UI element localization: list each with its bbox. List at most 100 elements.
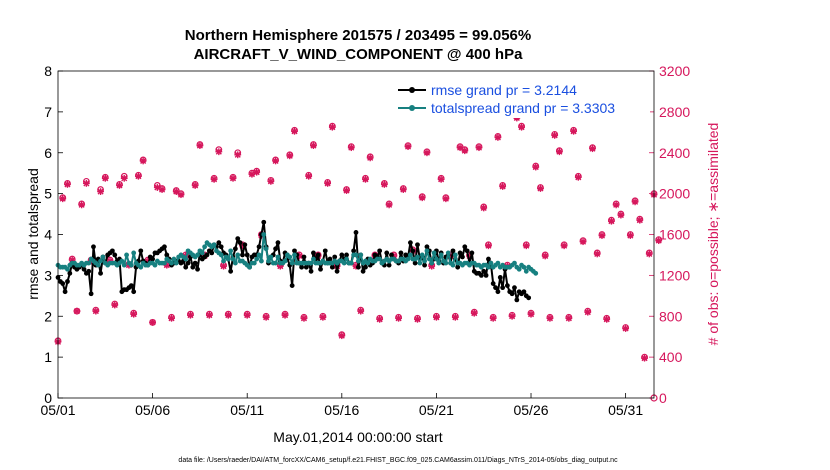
obs-assimilated-point [243,311,251,319]
rmse-point [455,264,461,270]
right-tick-label: 2400 [659,145,690,161]
totalspread-point [268,254,274,260]
obs-assimilated-point [522,242,530,250]
rmse-point [275,240,281,246]
obs-assimilated-point [101,174,109,182]
totalspread-point [289,260,295,266]
totalspread-point [138,264,144,270]
obs-assimilated-point [579,238,587,246]
rmse-point [389,252,394,258]
totalspread-point [488,260,494,266]
obs-assimilated-point [603,315,611,323]
totalspread-point [282,258,288,264]
rmse-point [329,264,335,270]
obs-assimilated-point [111,301,119,309]
rmse-point [216,240,222,246]
obs-assimilated-point [537,185,544,192]
rmse-point [88,291,94,297]
obs-assimilated-point [399,186,407,193]
rmse-point [112,252,118,258]
totalspread-point [452,252,458,258]
rmse-point [218,244,224,250]
obs-assimilated-point [267,177,275,185]
obs-assimilated-point [456,144,464,152]
obs-assimilated-point [59,195,67,203]
totalspread-point [308,260,314,266]
obs-assimilated-point [168,314,175,322]
rmse-point [521,289,527,295]
totalspread-point [121,262,127,268]
obs-assimilated-point [82,180,90,187]
totalspread-point [235,252,241,258]
rmse-point [386,262,392,268]
plot-frame [57,70,655,399]
totalspread-point [355,258,361,264]
obs-assimilated-point [92,307,100,315]
totalspread-point [434,256,439,262]
obs-assimilated-point [508,312,516,320]
totalspread-point [128,262,134,268]
obs-assimilated-point [338,332,346,340]
rmse-point [131,289,137,295]
rmse-point [481,268,487,274]
rmse-point [322,248,328,254]
rmse-point [256,244,262,250]
obs-assimilated-point [262,313,270,321]
totalspread-point [358,252,364,258]
right-tick-label: 400 [659,349,683,365]
obs-assimilated-point [499,183,507,190]
totalspread-point [225,256,231,262]
rmse-point [410,248,416,254]
rmse-point [195,266,200,272]
totalspread-point [353,252,359,258]
totalspread-point [311,256,316,262]
right-tick-label: 800 [659,308,683,324]
rmse-point [415,242,420,248]
totalspread-point [287,254,293,260]
obs-assimilated-point [205,311,213,319]
left-tick-label: 0 [44,390,52,406]
rmse-point [204,252,210,258]
totalspread-point [450,262,456,268]
totalspread-point [438,252,444,258]
obs-assimilated-point [414,315,421,323]
rmse-point [303,264,309,270]
rmse-point [462,244,468,250]
chart-title-line1: Northern Hemisphere 201575 / 203495 = 99… [185,27,531,44]
totalspread-point [431,250,437,256]
obs-assimilated-point [116,182,123,189]
obs-assimilated-point [177,191,185,199]
totalspread-point [119,258,125,264]
totalspread-point [124,252,129,258]
totalspread-point [443,260,449,266]
totalspread-point [98,258,103,264]
totalspread-point [417,260,423,266]
rmse-point [273,246,278,252]
legend-rmse-label: rmse grand pr = 3.2144 [431,82,577,98]
obs-assimilated-point [220,262,227,270]
rmse-point [332,254,338,260]
obs-assimilated-point [357,307,365,315]
legend: rmse grand pr = 3.2144 totalspread grand… [390,80,650,118]
obs-assimilated-point [380,181,388,188]
totalspread-point [275,254,281,260]
obs-assimilated-point [655,237,663,245]
totalspread-point [131,250,137,256]
obs-assimilated-point [555,148,563,156]
obs-assimilated-point [626,232,634,239]
rmse-point [339,252,345,258]
totalspread-point [407,252,413,258]
obs-assimilated-point [196,142,204,149]
totalspread-point [424,248,430,254]
totalspread-point [445,250,451,256]
obs-assimilated-point [451,313,459,321]
obs-assimilated-point [286,152,294,160]
rmse-point [86,268,92,274]
right-tick-label: 1200 [659,267,690,283]
obs-assimilated-point [475,144,483,152]
obs-assimilated-point [97,188,104,195]
rmse-point [235,236,241,241]
rmse-point [308,268,314,274]
obs-assimilated-point [191,182,199,189]
